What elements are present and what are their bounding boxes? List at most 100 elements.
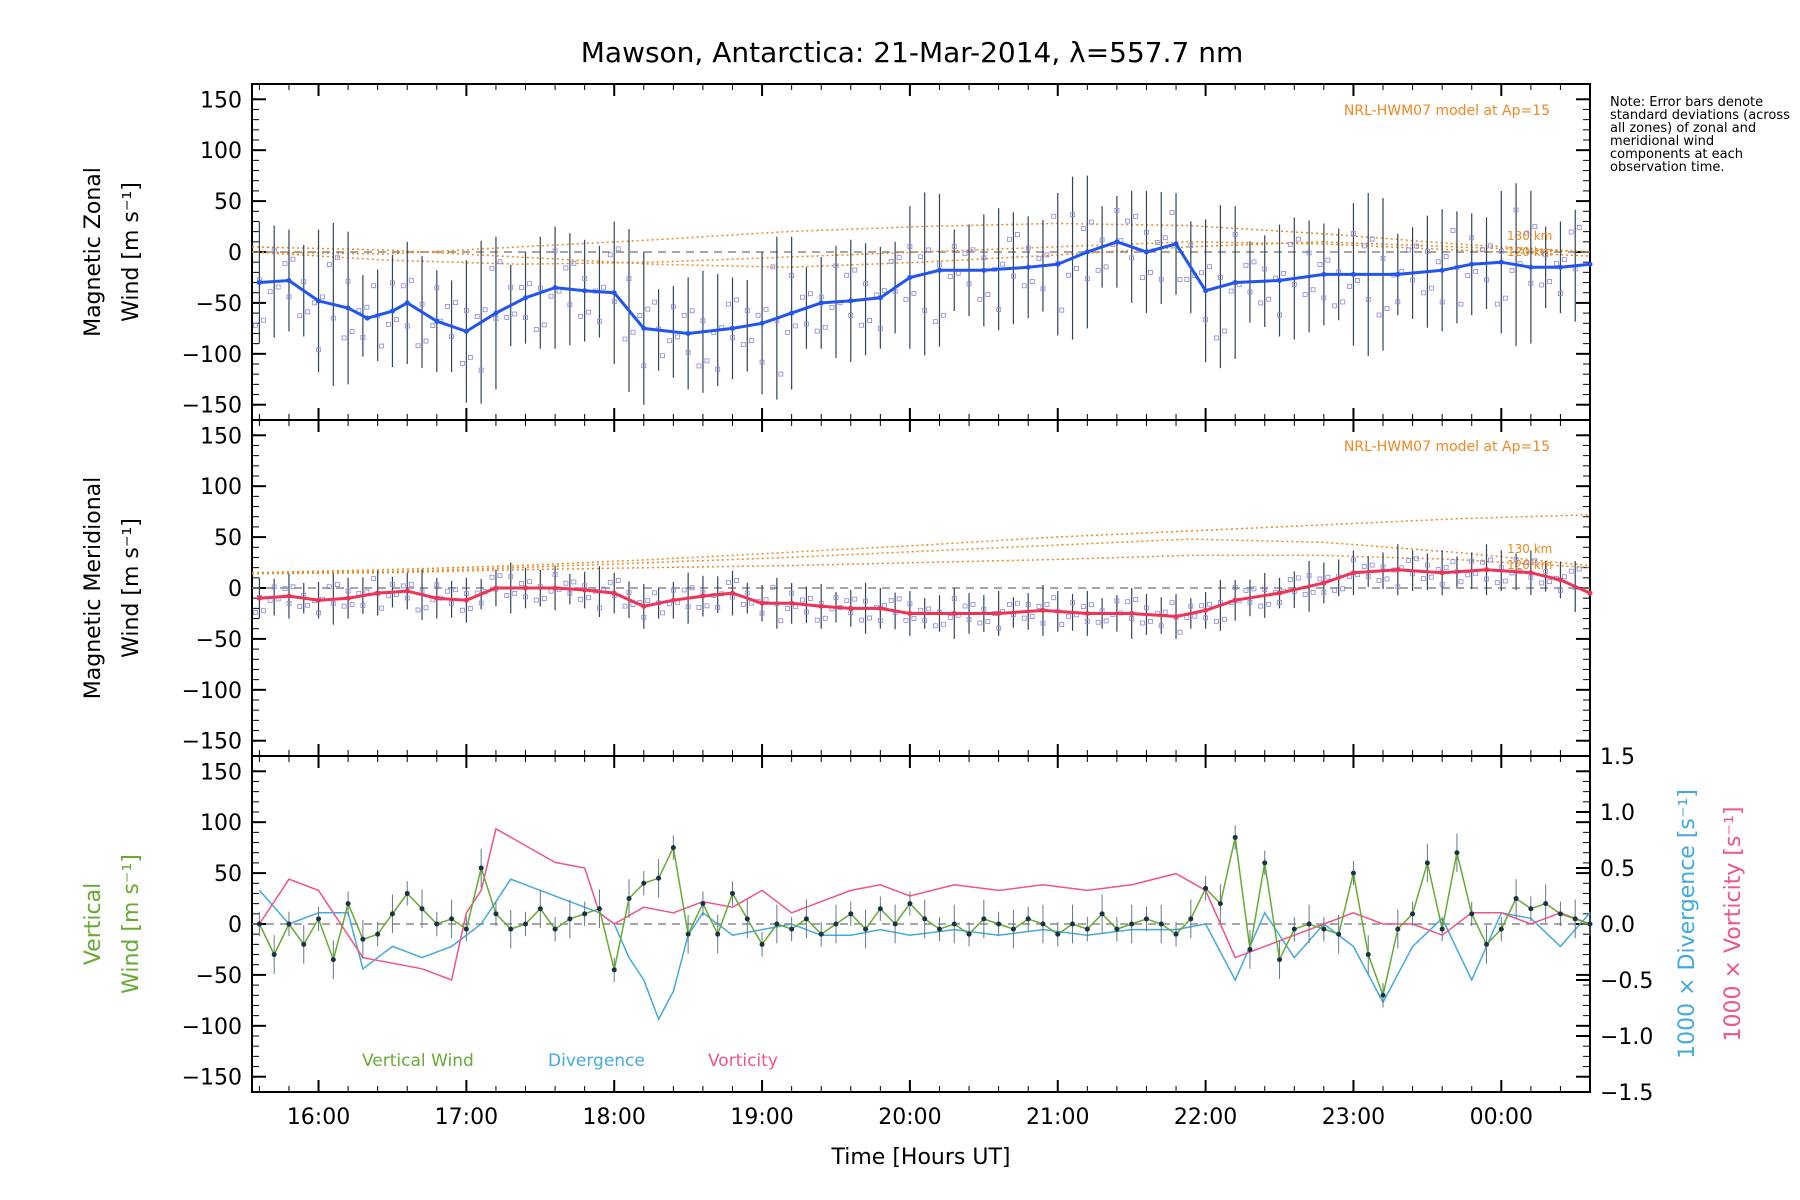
zone-scatter-point [597, 605, 602, 611]
meridional-wind-point [700, 593, 706, 599]
zone-scatter-point [1133, 213, 1139, 219]
meridional-wind-point [493, 585, 499, 591]
meridional-wind-point [611, 590, 617, 596]
vertical-wind-point [1025, 916, 1031, 922]
vertical-wind-point [493, 911, 499, 917]
zone-scatter-point [371, 576, 377, 582]
meridional-wind-point [582, 587, 588, 593]
zone-scatter-point [800, 294, 805, 300]
zone-scatter-point [316, 610, 321, 616]
zone-scatter-point [290, 256, 296, 262]
zone-scatter-point [681, 587, 687, 593]
y-tick-label: −150 [182, 1066, 242, 1091]
zone-scatter-point [607, 252, 613, 258]
zone-scatter-point [1044, 601, 1050, 607]
zone-scatter-point [408, 278, 414, 284]
zone-scatter-point [892, 289, 898, 294]
zone-scatter-point [1221, 328, 1227, 334]
meridional-wind-point [1277, 590, 1283, 596]
right-y-tick-label: −0.5 [1600, 969, 1653, 994]
y-tick-label: −150 [182, 730, 242, 755]
zone-scatter-point [1251, 586, 1257, 592]
zone-scatter-point [715, 366, 721, 372]
zone-scatter-point [1547, 279, 1553, 284]
zone-scatter-point [1266, 296, 1272, 302]
zone-scatter-point [415, 343, 421, 349]
zone-scatter-point [1347, 283, 1352, 289]
zone-scatter-point [1125, 218, 1131, 224]
vertical-wind-point [744, 916, 750, 922]
vertical-wind-point [1572, 916, 1578, 922]
zonal-wind-point [582, 288, 588, 294]
zone-scatter-point [508, 284, 514, 290]
zone-scatter-point [1302, 592, 1308, 597]
zone-scatter-point [1262, 266, 1268, 272]
vertical-wind-point [463, 926, 469, 932]
vertical-wind-point [1321, 926, 1327, 932]
zone-scatter-point [1443, 565, 1449, 571]
zone-scatter-point [1562, 257, 1567, 262]
vorticity-right-ylabel: 1000 × Vorticity [s⁻¹] [1721, 807, 1746, 1042]
meridional-wind-point [1173, 614, 1179, 620]
zone-scatter-point [423, 605, 429, 611]
vertical-wind-point [1143, 916, 1149, 922]
y-tick-label: 0 [228, 577, 242, 602]
zone-scatter-point [1443, 254, 1449, 260]
zone-scatter-point [778, 618, 784, 624]
zone-scatter-point [1021, 283, 1027, 289]
zone-scatter-point [512, 311, 518, 317]
vertical-wind-point [1484, 941, 1490, 947]
zonal-wind-point [286, 278, 292, 284]
zone-scatter-point [364, 304, 370, 310]
vertical-wind-point [1114, 926, 1120, 932]
zone-scatter-point [1144, 229, 1149, 235]
right-y-tick-label: −1.5 [1600, 1081, 1653, 1106]
y-tick-label: 150 [200, 760, 242, 785]
zone-scatter-point [1361, 563, 1367, 569]
zone-scatter-point [785, 329, 791, 335]
zone-scatter-point [1199, 270, 1205, 276]
vertical-wind-point [789, 926, 795, 932]
zone-scatter-point [578, 596, 584, 602]
meridional-wind-point [1528, 570, 1534, 576]
zone-scatter-point [755, 312, 761, 318]
zone-scatter-point [1169, 210, 1175, 215]
zone-scatter-point [533, 597, 539, 603]
vertical-ylabel-line1: Vertical [81, 883, 106, 965]
zone-scatter-point [326, 262, 332, 267]
zone-scatter-point [286, 600, 292, 606]
zone-scatter-point [896, 596, 902, 602]
meridional-wind-point [729, 590, 735, 596]
meridional-wind-point [1439, 570, 1445, 576]
model-curve [251, 538, 1591, 574]
zone-scatter-point [453, 587, 458, 593]
zonal-wind-point [877, 295, 883, 301]
zone-scatter-point [1480, 559, 1485, 565]
zone-scatter-point [478, 367, 484, 373]
zone-scatter-point [334, 255, 340, 261]
zonal-wind-point [1557, 264, 1563, 270]
vertical-wind-point [1528, 906, 1534, 912]
zone-scatter-point [770, 264, 776, 270]
zonal-wind-point [1084, 249, 1090, 255]
zone-scatter-point [867, 318, 872, 323]
vertical-wind-point [1070, 921, 1076, 927]
zone-scatter-point [1547, 579, 1553, 585]
zonal-wind-point [981, 267, 987, 273]
right-y-tick-label: 1.5 [1600, 745, 1635, 770]
zone-scatter-point [571, 579, 577, 585]
zonal-wind-point [389, 308, 395, 314]
zone-scatter-point [1539, 282, 1545, 288]
zone-scatter-point [275, 284, 281, 290]
zone-scatter-point [349, 602, 355, 607]
zone-scatter-point [1576, 566, 1582, 572]
zone-scatter-point [1221, 616, 1227, 622]
meridional-wind-point [316, 597, 322, 603]
meridional-wind-point [877, 605, 883, 611]
y-tick-label: 0 [228, 241, 242, 266]
vertical-wind-point [981, 916, 987, 922]
zone-scatter-point [1295, 575, 1301, 581]
vertical-wind-point [700, 901, 706, 907]
zone-scatter-point [814, 617, 820, 623]
